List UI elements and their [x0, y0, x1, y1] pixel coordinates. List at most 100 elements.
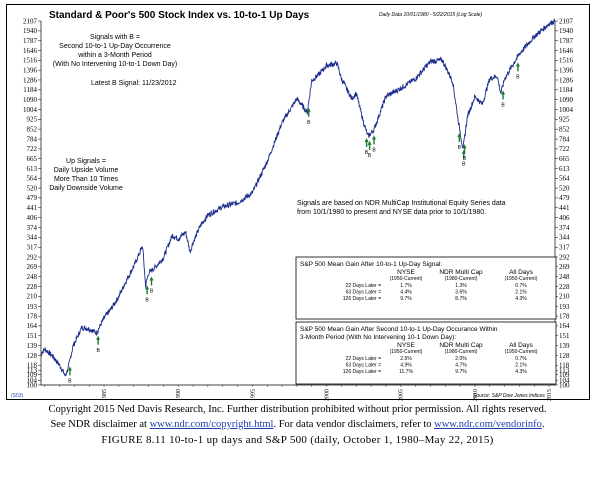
signal-b-label: B	[462, 162, 466, 168]
y-tick-label-left: 1516	[23, 57, 38, 65]
annotation-b-signals: Signals with B = Second 10-to-1 Up-Day Oc…	[53, 34, 178, 68]
signal-b-label: B	[458, 145, 462, 151]
y-tick-label-right: 613	[559, 165, 570, 173]
y-tick-label-right: 1646	[559, 47, 574, 55]
signal-arrow	[515, 62, 520, 72]
y-tick-label-left: 784	[27, 135, 38, 143]
x-tick-label: 2005	[399, 389, 405, 401]
copyright-link[interactable]: www.ndr.com/copyright.html	[149, 419, 274, 430]
y-tick-label-right: 1286	[559, 76, 574, 84]
table-column-header: All Days	[509, 342, 534, 349]
svg-text:Signals are based on NDR Multi: Signals are based on NDR MultiCap Instit…	[297, 200, 506, 216]
y-tick-label-left: 104	[27, 377, 38, 385]
latest-signal-label: Latest B Signal: 11/23/2012	[91, 80, 177, 87]
table-cell: 3.6%	[455, 290, 467, 296]
y-tick-label-left: 1004	[23, 106, 38, 114]
table-column-header: NYSE	[397, 269, 415, 276]
y-tick-label-left: 248	[27, 273, 38, 281]
table-title: S&P 500 Mean Gain After 10-to-1 Up-Day S…	[300, 261, 442, 268]
signal-b-label: B	[68, 378, 72, 384]
signal-b-label: B	[501, 103, 505, 109]
x-axis: 1985 1990 1995 2000 2005 2010 2015	[44, 385, 553, 401]
signal-arrow	[149, 276, 154, 286]
y-tick-label-right: 164	[559, 322, 570, 330]
y-tick-label-right: 784	[559, 135, 570, 143]
y-tick-label-right: 1516	[559, 57, 574, 65]
y-tick-label-right: 100	[559, 381, 570, 389]
gain-table: S&P 500 Mean Gain After Second 10-to-1 U…	[295, 321, 557, 385]
table-cell: 1.7%	[400, 283, 412, 289]
table-cell: 2.5%	[400, 356, 412, 362]
y-tick-label-left: 1646	[23, 47, 38, 55]
y-tick-label-right: 2107	[559, 17, 574, 25]
table-border	[295, 256, 557, 320]
x-tick-label: 1995	[250, 389, 256, 401]
table-cell: 9.7%	[455, 369, 467, 375]
y-tick-label-right: 1090	[559, 96, 574, 104]
signal-arrow	[306, 107, 311, 117]
y-tick-label-right: 151	[559, 332, 570, 340]
y-tick-label-right: 269	[559, 263, 570, 271]
table-cell: 0.7%	[515, 283, 527, 289]
y-tick-label-right: 479	[559, 194, 570, 202]
y-tick-label-right: 1940	[559, 27, 574, 35]
y-tick-label-left: 109	[27, 371, 38, 379]
y-tick-label-left: 139	[27, 342, 38, 350]
y-tick-label-right: 113	[559, 367, 570, 375]
vendorinfo-link[interactable]: www.ndr.com/vendorinfo	[434, 419, 542, 430]
table-column-note: (1950-Current)	[390, 276, 423, 282]
table-row-label: 63 Days Later =	[346, 363, 382, 369]
y-tick-label-right: 852	[559, 125, 570, 133]
y-tick-label-left: 118	[27, 362, 38, 370]
y-tick-label-left: 193	[27, 303, 38, 311]
y-tick-label-right: 248	[559, 273, 570, 281]
y-tick-label-left: 344	[27, 234, 38, 242]
annotation-line: Second 10-to-1 Up-Day Occurrence	[59, 43, 171, 50]
y-tick-label-right: 104	[559, 377, 570, 385]
signal-arrow	[372, 135, 377, 145]
table-column-note: (1950-Current)	[390, 349, 423, 355]
table-cell: 2.1%	[515, 290, 527, 296]
table-cell: 8.7%	[455, 296, 467, 302]
annotation-ndr: Signals are based on NDR MultiCap Instit…	[297, 200, 506, 216]
y-tick-label-right: 520	[559, 184, 570, 192]
annotation-line: Up Signals =	[66, 158, 106, 165]
y-tick-label-right: 406	[559, 214, 570, 222]
table-cell: 4.3%	[515, 296, 527, 302]
y-tick-label-right: 292	[559, 253, 570, 261]
table-title: 3-Month Period (With No Intervening 10-1…	[300, 334, 456, 341]
y-tick-label-left: 1286	[23, 76, 38, 84]
y-tick-label-right: 344	[559, 234, 570, 242]
y-tick-label-left: 925	[27, 116, 38, 124]
chart-svg: 1001041091131181281391511641781932102282…	[11, 10, 574, 401]
signal-b-label: B	[368, 153, 372, 159]
table-column-header: NDR Multi Cap	[439, 342, 483, 349]
y-tick-label-left: 317	[27, 244, 38, 252]
table-column-header: All Days	[509, 269, 534, 276]
y-tick-label-left: 113	[27, 367, 38, 375]
signal-b-label: B	[96, 348, 100, 354]
y-tick-label-left: 520	[27, 184, 38, 192]
source-label: Source: S&P Dow Jones Indices	[473, 393, 545, 399]
y-tick-label-right: 109	[559, 371, 570, 379]
table-title: S&P 500 Mean Gain After Second 10-to-1 U…	[300, 326, 498, 333]
gain-table: S&P 500 Mean Gain After 10-to-1 Up-Day S…	[295, 256, 557, 320]
chart-title: Standard & Poor's 500 Stock Index vs. 10…	[49, 10, 310, 21]
y-tick-label-left: 1396	[23, 66, 38, 74]
y-tick-label-left: 1787	[23, 37, 38, 45]
x-tick-label: 1990	[176, 389, 182, 401]
signal-b-label: B	[145, 297, 149, 303]
y-tick-label-right: 1787	[559, 37, 574, 45]
svg-text:Signals with B =Second 10-to-1: Signals with B = Second 10-to-1 Up-Day Oc…	[53, 34, 178, 68]
y-tick-label-left: 292	[27, 253, 38, 261]
signal-arrow	[457, 133, 462, 143]
table-column-note: (1980-Current)	[445, 349, 478, 355]
table-row-label: 126 Days Later =	[343, 296, 381, 302]
y-tick-label-right: 210	[559, 293, 570, 301]
annotation-line: Signals with B =	[90, 34, 140, 41]
y-tick-label-right: 1004	[559, 106, 574, 114]
annotation-up-signals: Up Signals = Daily Upside Volume More Than…	[49, 158, 123, 192]
annotation-line: (With No Intervening 10-to-1 Down Day)	[53, 61, 178, 68]
y-tick-label-left: 564	[27, 175, 38, 183]
y-tick-label-left: 151	[27, 332, 38, 340]
